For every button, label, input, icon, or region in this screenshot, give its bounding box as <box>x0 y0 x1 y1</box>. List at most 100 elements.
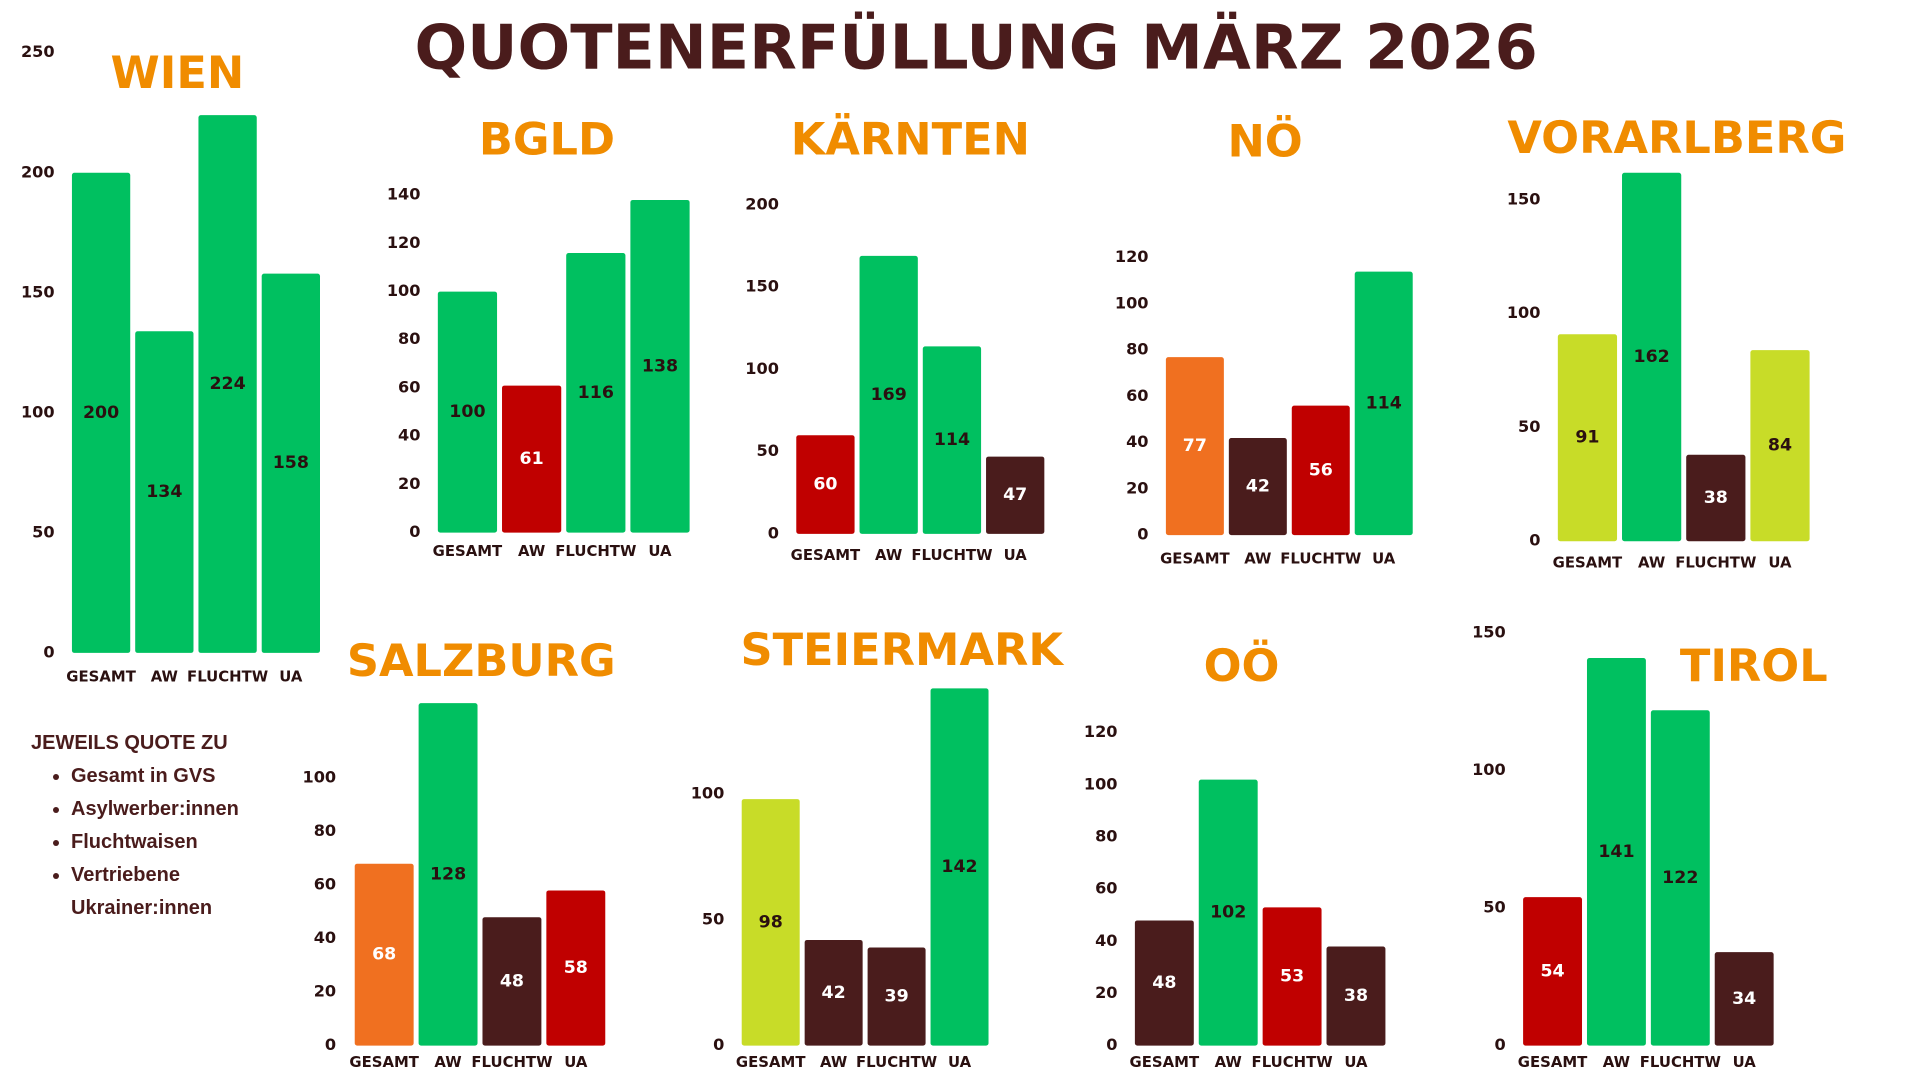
bar <box>566 252 626 533</box>
note-heading: JEWEILS QUOTE ZU <box>31 732 228 754</box>
data-label: 39 <box>885 987 909 1007</box>
x-tick-label: UA <box>1372 551 1396 568</box>
chart-title: KÄRNTEN <box>791 113 1030 166</box>
x-tick-label: GESAMT <box>1518 1054 1588 1071</box>
bar <box>986 456 1045 534</box>
note-list: Gesamt in GVSAsylwerber:innenFluchtwaise… <box>31 760 281 925</box>
y-tick-label: 0 <box>768 523 779 542</box>
y-tick-label: 100 <box>1115 294 1149 313</box>
data-label: 68 <box>372 945 396 965</box>
x-tick-label: FLUCHTW <box>555 543 636 560</box>
x-tick-label: AW <box>1603 1054 1630 1071</box>
data-label: 54 <box>1540 961 1564 981</box>
x-tick-label: AW <box>1638 554 1665 571</box>
data-label: 34 <box>1732 989 1756 1009</box>
y-tick-label: 20 <box>1095 983 1117 1002</box>
x-tick-label: GESAMT <box>1130 1054 1200 1071</box>
y-tick-label: 100 <box>745 359 779 378</box>
bar <box>261 273 320 653</box>
bar-chart: VORARLBERG 0 50 100 150 91 GESAMT 162 AW 38 FLUCHT… <box>1507 113 1847 571</box>
data-label: 84 <box>1768 436 1792 456</box>
bar <box>1714 952 1774 1046</box>
x-tick-label: FLUCHTW <box>1252 1054 1333 1071</box>
y-tick-label: 100 <box>387 281 421 300</box>
bar <box>1586 658 1646 1046</box>
chart-title: TIROL <box>1680 641 1828 692</box>
note-item: Vertriebene Ukrainer:innen <box>71 859 281 925</box>
bar <box>922 346 982 534</box>
bar <box>796 435 855 534</box>
bar <box>135 331 194 653</box>
y-tick-label: 50 <box>32 522 54 541</box>
x-tick-label: AW <box>151 669 178 686</box>
y-tick-label: 80 <box>1095 827 1117 846</box>
x-tick-label: GESAMT <box>349 1054 419 1071</box>
x-tick-label: UA <box>948 1054 972 1071</box>
chart-title: SALZBURG <box>347 636 616 687</box>
x-tick-label: UA <box>564 1054 588 1071</box>
x-tick-label: GESAMT <box>66 669 136 686</box>
note-item: Asylwerber:innen <box>71 793 281 826</box>
data-label: 47 <box>1003 485 1027 505</box>
bar <box>1622 172 1682 542</box>
y-tick-label: 120 <box>387 233 421 252</box>
bar <box>867 947 926 1046</box>
chart-title: WIEN <box>111 48 245 99</box>
y-tick-label: 250 <box>21 42 55 61</box>
data-label: 102 <box>1210 903 1246 923</box>
x-tick-label: FLUCHTW <box>187 669 268 686</box>
y-tick-label: 0 <box>1106 1035 1117 1054</box>
x-tick-label: FLUCHTW <box>1675 554 1756 571</box>
data-label: 58 <box>564 958 588 978</box>
y-tick-label: 60 <box>1095 879 1117 898</box>
y-tick-label: 80 <box>1126 340 1148 359</box>
y-tick-label: 50 <box>1518 417 1540 436</box>
x-tick-label: GESAMT <box>433 543 503 560</box>
bar-chart: STEIERMARK 0 50 100 98 GESAMT 42 AW 39 FLUCHTW 142… <box>691 625 1065 1071</box>
x-tick-label: AW <box>1215 1054 1242 1071</box>
data-label: 169 <box>871 385 907 405</box>
y-tick-label: 50 <box>1483 898 1505 917</box>
y-tick-label: 20 <box>1126 478 1148 497</box>
bar <box>437 291 498 533</box>
bar <box>1134 920 1194 1046</box>
data-label: 116 <box>578 383 614 403</box>
bar <box>1262 907 1322 1046</box>
y-tick-label: 150 <box>1507 190 1541 209</box>
bar <box>859 255 918 534</box>
bar-chart: OÖ 0 20 40 60 80 100 120 48 GESAMT 102 AW 53 FLUCHTW 3… <box>1084 639 1386 1071</box>
bar <box>418 703 478 1046</box>
bar <box>1228 438 1287 536</box>
y-tick-label: 100 <box>691 784 725 803</box>
y-tick-label: 0 <box>409 522 420 541</box>
bar <box>741 799 800 1046</box>
y-tick-label: 40 <box>1095 931 1117 950</box>
x-tick-label: UA <box>1004 547 1028 564</box>
bar <box>630 199 690 533</box>
y-tick-label: 0 <box>1495 1035 1506 1054</box>
data-label: 100 <box>449 402 485 422</box>
chart-title: BGLD <box>479 115 615 166</box>
data-label: 42 <box>822 983 846 1003</box>
data-label: 38 <box>1344 986 1368 1006</box>
bar-chart: KÄRNTEN 0 50 100 150 200 60 GESAMT 169 AW 114 FLUCH… <box>745 113 1045 564</box>
x-tick-label: FLUCHTW <box>1280 551 1361 568</box>
bar <box>1198 779 1258 1046</box>
chart-title: VORARLBERG <box>1507 113 1846 164</box>
y-tick-label: 50 <box>702 909 724 928</box>
x-tick-label: UA <box>1768 554 1792 571</box>
y-tick-label: 200 <box>21 162 55 181</box>
y-tick-label: 20 <box>398 474 420 493</box>
x-tick-label: FLUCHTW <box>911 547 992 564</box>
data-label: 141 <box>1598 842 1634 862</box>
data-label: 142 <box>941 857 977 877</box>
data-label: 128 <box>430 864 466 884</box>
bar-chart: WIEN 0 50 100 150 200 250 200 GESAMT 134 AW 224 FLUC… <box>21 42 320 685</box>
note-item: Gesamt in GVS <box>71 760 281 793</box>
chart-title: NÖ <box>1227 115 1302 168</box>
y-tick-label: 150 <box>1472 623 1506 642</box>
data-label: 200 <box>83 403 119 423</box>
x-tick-label: UA <box>648 543 672 560</box>
y-tick-label: 200 <box>745 195 779 214</box>
